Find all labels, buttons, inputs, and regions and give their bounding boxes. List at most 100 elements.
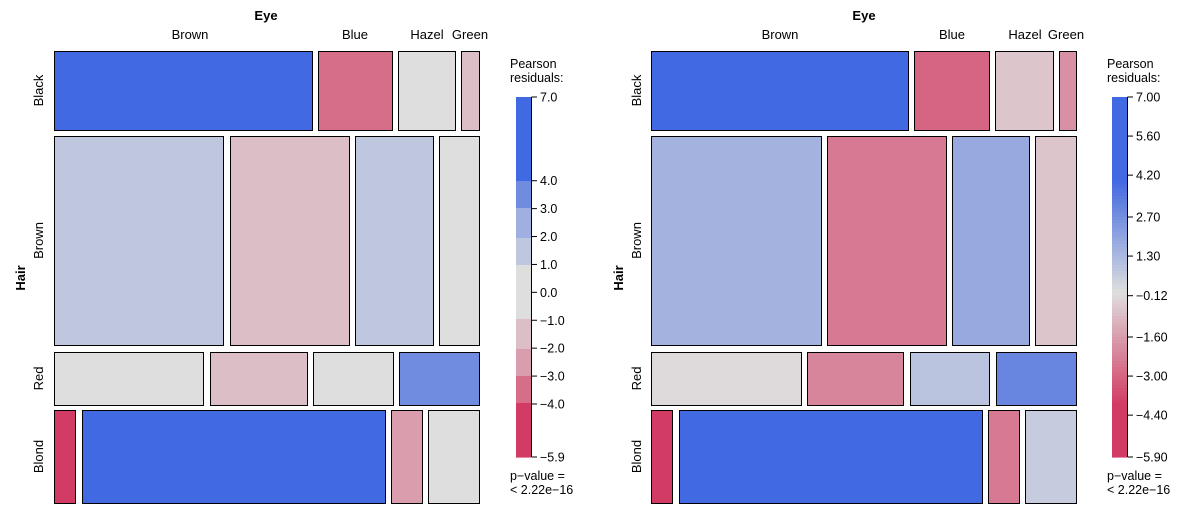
legend-color-step: [1112, 121, 1127, 125]
legend-color-step: [1112, 307, 1127, 311]
mosaic-tile: [54, 136, 224, 346]
legend-color-step: [516, 394, 531, 398]
y-category-label: Blond: [31, 440, 46, 473]
legend-color-step: [1112, 163, 1127, 167]
legend-color-step: [1112, 214, 1127, 218]
legend-color-step: [1112, 142, 1127, 146]
x-category-label: Blue: [342, 27, 368, 42]
legend-color-step: [516, 193, 531, 197]
legend-color-step: [1112, 274, 1127, 278]
legend-color-step: [516, 217, 531, 221]
legend-color-step: [516, 292, 531, 296]
legend-color-step: [1112, 169, 1127, 173]
legend-color-step: [516, 247, 531, 251]
legend-color-step: [516, 148, 531, 152]
legend-tick-label: −3.0: [540, 370, 565, 384]
legend-color-step: [1112, 424, 1127, 428]
legend-color-step: [516, 352, 531, 356]
legend-color-step: [516, 259, 531, 263]
legend-color-step: [516, 178, 531, 182]
legend-tick-label: −3.00: [1136, 370, 1168, 384]
legend-color-step: [516, 202, 531, 206]
legend-color-step: [516, 298, 531, 302]
legend-color-step: [1112, 328, 1127, 332]
legend-color-step: [516, 325, 531, 329]
legend-color-step: [1112, 427, 1127, 431]
x-category-label: Hazel: [410, 27, 443, 42]
legend-color-step: [1112, 403, 1127, 407]
legend-title: Pearson: [1107, 57, 1154, 71]
legend-color-step: [516, 106, 531, 110]
legend-color-step: [1112, 325, 1127, 329]
legend-color-step: [516, 229, 531, 233]
legend-color-step: [1112, 280, 1127, 284]
mosaic-tile: [318, 51, 393, 131]
mosaic-tile: [1035, 136, 1077, 346]
legend-color-step: [1112, 376, 1127, 380]
mosaic-tile: [651, 51, 909, 131]
legend-color-step: [1112, 295, 1127, 299]
legend-color-step: [516, 433, 531, 437]
legend-color-step: [516, 274, 531, 278]
legend-color-step: [516, 256, 531, 260]
legend-color-step: [516, 331, 531, 335]
legend-color-step: [516, 163, 531, 167]
legend-tick-label: −4.40: [1136, 409, 1168, 423]
legend-color-step: [516, 355, 531, 359]
legend-color-step: [1112, 112, 1127, 116]
legend-color-step: [516, 391, 531, 395]
legend-color-step: [516, 418, 531, 422]
legend-color-step: [1112, 451, 1127, 455]
legend-tick-label: −5.9: [540, 451, 565, 465]
mosaic-tile: [54, 410, 76, 504]
legend-color-step: [516, 283, 531, 287]
legend-color-step: [516, 154, 531, 158]
legend-color-step: [516, 397, 531, 401]
legend-color-step: [1112, 199, 1127, 203]
legend-color-step: [516, 196, 531, 200]
legend-color-step: [1112, 310, 1127, 314]
legend-color-step: [516, 385, 531, 389]
legend-color-step: [516, 124, 531, 128]
mosaic-tile: [679, 410, 983, 504]
legend-color-step: [1112, 193, 1127, 197]
legend-color-step: [516, 220, 531, 224]
legend-color-step: [516, 97, 531, 101]
legend-color-step: [516, 442, 531, 446]
legend-color-step: [1112, 229, 1127, 233]
legend-color-step: [1112, 385, 1127, 389]
mosaic-tile: [82, 410, 386, 504]
legend-color-step: [1112, 412, 1127, 416]
legend-color-step: [516, 322, 531, 326]
legend-color-step: [1112, 247, 1127, 251]
legend-color-step: [1112, 334, 1127, 338]
legend-color-step: [1112, 319, 1127, 323]
legend-color-step: [516, 448, 531, 452]
legend-color-step: [1112, 352, 1127, 356]
legend-color-step: [1112, 301, 1127, 305]
mosaic-tile: [1059, 51, 1077, 131]
legend-color-step: [516, 190, 531, 194]
legend-color-step: [1112, 124, 1127, 128]
legend-color-step: [1112, 136, 1127, 140]
legend-color-step: [516, 265, 531, 269]
legend-color-step: [516, 241, 531, 245]
legend-color-step: [516, 118, 531, 122]
legend-color-step: [1112, 232, 1127, 236]
legend-color-step: [1112, 115, 1127, 119]
legend-color-step: [516, 262, 531, 266]
x-axis-title: Eye: [852, 8, 875, 23]
legend-color-step: [1112, 190, 1127, 194]
legend-color-step: [516, 253, 531, 257]
legend-color-step: [1112, 130, 1127, 134]
legend-color-step: [1112, 322, 1127, 326]
legend-tick-label: −4.0: [540, 397, 565, 411]
legend-color-step: [1112, 283, 1127, 287]
legend-color-step: [516, 277, 531, 281]
mosaic-tile: [827, 136, 947, 346]
mosaic-tile: [398, 51, 456, 131]
legend-color-step: [516, 307, 531, 311]
legend-color-step: [516, 136, 531, 140]
legend-color-step: [516, 310, 531, 314]
